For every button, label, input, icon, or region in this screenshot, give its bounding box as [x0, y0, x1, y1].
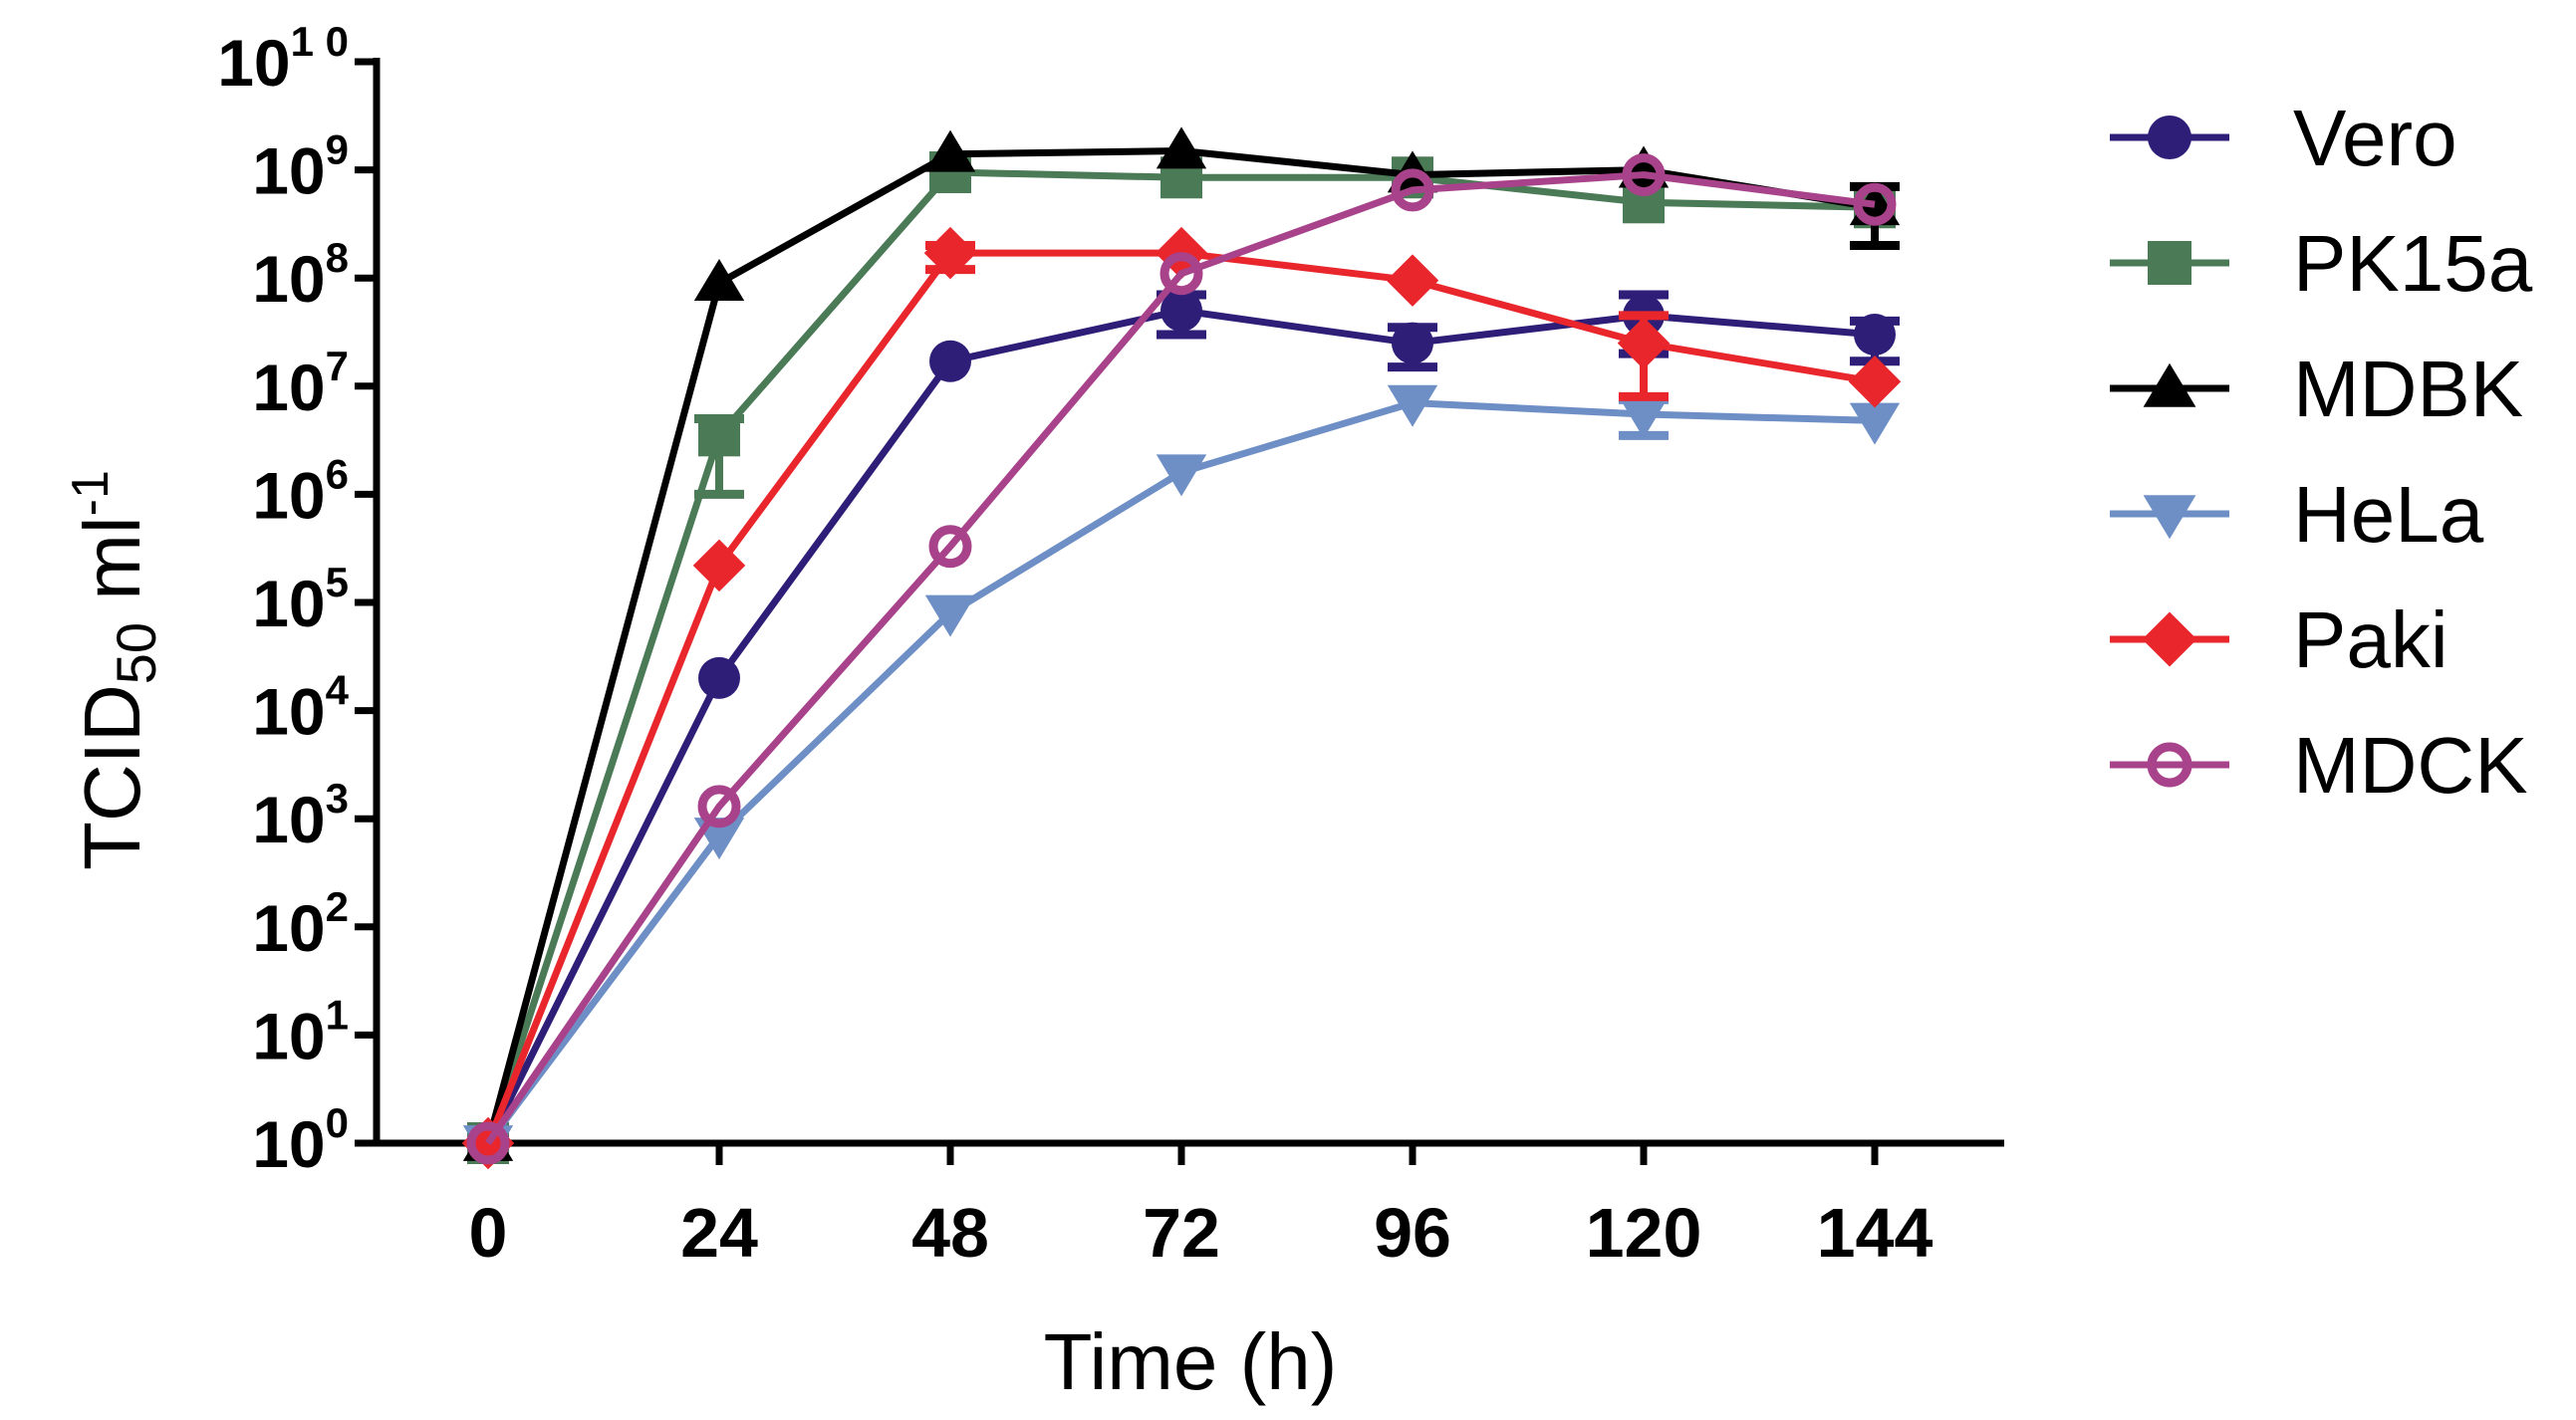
point-MDBK-48	[924, 129, 976, 172]
point-HeLa-120	[1618, 396, 1670, 439]
point-MDCK-72	[1159, 252, 1203, 296]
series-Paki	[461, 226, 1902, 1170]
point-Vero-24	[698, 656, 740, 699]
point-Paki-120	[1617, 317, 1671, 369]
legend-item-HeLa: HeLa	[2110, 470, 2484, 559]
legend-label-PK15a: PK15a	[2293, 219, 2533, 308]
point-MDCK-120	[1622, 153, 1666, 197]
x-axis-title: Time (h)	[1044, 1317, 1338, 1406]
point-MDCK-96	[1391, 168, 1434, 212]
x-axis-ticks: 0 24 48 72 96 120 144	[469, 1143, 1933, 1272]
legend-item-PK15a: PK15a	[2110, 219, 2533, 308]
legend: Vero PK15a MDBK HeLa Paki MDCK	[2110, 94, 2533, 810]
y-tick-label-1: 101	[252, 991, 349, 1072]
legend-label-Vero: Vero	[2293, 94, 2457, 182]
x-tick-label-3: 72	[1143, 1194, 1220, 1272]
point-HeLa-96	[1387, 384, 1438, 427]
point-HeLa-144	[1849, 402, 1901, 445]
y-tick-label-7: 107	[252, 343, 349, 424]
point-Paki-24	[692, 539, 746, 592]
point-MDCK-0	[466, 1121, 510, 1165]
y-tick-label-10: 101 0	[217, 18, 349, 100]
y-tick-label-4: 104	[252, 667, 349, 749]
series-line-MDCK	[485, 171, 1876, 1145]
y-tick-label-8: 108	[252, 234, 349, 316]
y-axis-title-superscript: -1	[62, 470, 120, 516]
y-axis-ticks: 100 101 102 103 104 105 106 107 108 109 101 0	[217, 18, 377, 1181]
point-MDCK-48	[928, 525, 972, 569]
point-PK15a-24	[698, 414, 740, 457]
y-tick-label-5: 105	[252, 559, 349, 640]
legend-label-HeLa: HeLa	[2293, 470, 2484, 559]
series-line-Paki	[484, 249, 1876, 1145]
x-tick-label-6: 144	[1817, 1194, 1933, 1272]
y-axis-title-subscript: 50	[105, 622, 167, 684]
y-axis-title-unit: ml	[68, 516, 156, 622]
y-axis-title-base: TCID	[68, 684, 156, 870]
point-Vero-72	[1160, 289, 1202, 332]
y-tick-label-3: 103	[252, 775, 349, 856]
legend-marker-PK15a	[2148, 241, 2191, 285]
legend-label-MDCK: MDCK	[2293, 721, 2528, 810]
point-Paki-96	[1386, 254, 1439, 307]
legend-item-Paki: Paki	[2110, 595, 2448, 684]
point-HeLa-48	[924, 594, 976, 637]
point-Paki-48	[923, 226, 977, 280]
point-HeLa-72	[1156, 454, 1207, 497]
point-Vero-48	[929, 340, 971, 382]
series-layer	[461, 126, 1902, 1170]
point-MDCK-144	[1853, 182, 1897, 226]
x-tick-label-2: 48	[911, 1194, 989, 1272]
x-tick-label-1: 24	[680, 1194, 758, 1272]
point-MDBK-72	[1156, 126, 1207, 169]
legend-marker-Vero	[2148, 116, 2191, 159]
legend-label-Paki: Paki	[2293, 595, 2448, 684]
legend-marker-MDCK	[2147, 742, 2192, 788]
y-axis-title: TCID50 ml-1	[62, 470, 167, 870]
point-MDBK-24	[693, 259, 745, 302]
x-tick-label-4: 96	[1374, 1194, 1451, 1272]
x-tick-label-5: 120	[1586, 1194, 1702, 1272]
legend-item-Vero: Vero	[2110, 94, 2457, 182]
legend-marker-MDBK	[2143, 362, 2196, 407]
legend-item-MDCK: MDCK	[2110, 721, 2528, 810]
legend-marker-HeLa	[2143, 495, 2196, 540]
point-MDCK-24	[697, 785, 741, 828]
point-Vero-96	[1392, 322, 1433, 364]
y-tick-label-9: 109	[252, 126, 349, 208]
legend-label-MDBK: MDBK	[2293, 345, 2523, 433]
series-MDBK	[462, 126, 1901, 1161]
point-Paki-144	[1848, 355, 1902, 408]
legend-marker-Paki	[2142, 611, 2197, 667]
legend-item-MDBK: MDBK	[2110, 345, 2523, 433]
x-tick-label-0: 0	[469, 1194, 508, 1272]
axes	[373, 58, 2004, 1147]
series-HeLa	[462, 384, 1901, 1168]
series-MDCK	[466, 153, 1897, 1165]
y-tick-label-6: 106	[252, 450, 349, 532]
point-Vero-144	[1854, 313, 1896, 355]
y-tick-label-0: 100	[252, 1099, 349, 1181]
y-tick-label-2: 102	[252, 883, 349, 965]
